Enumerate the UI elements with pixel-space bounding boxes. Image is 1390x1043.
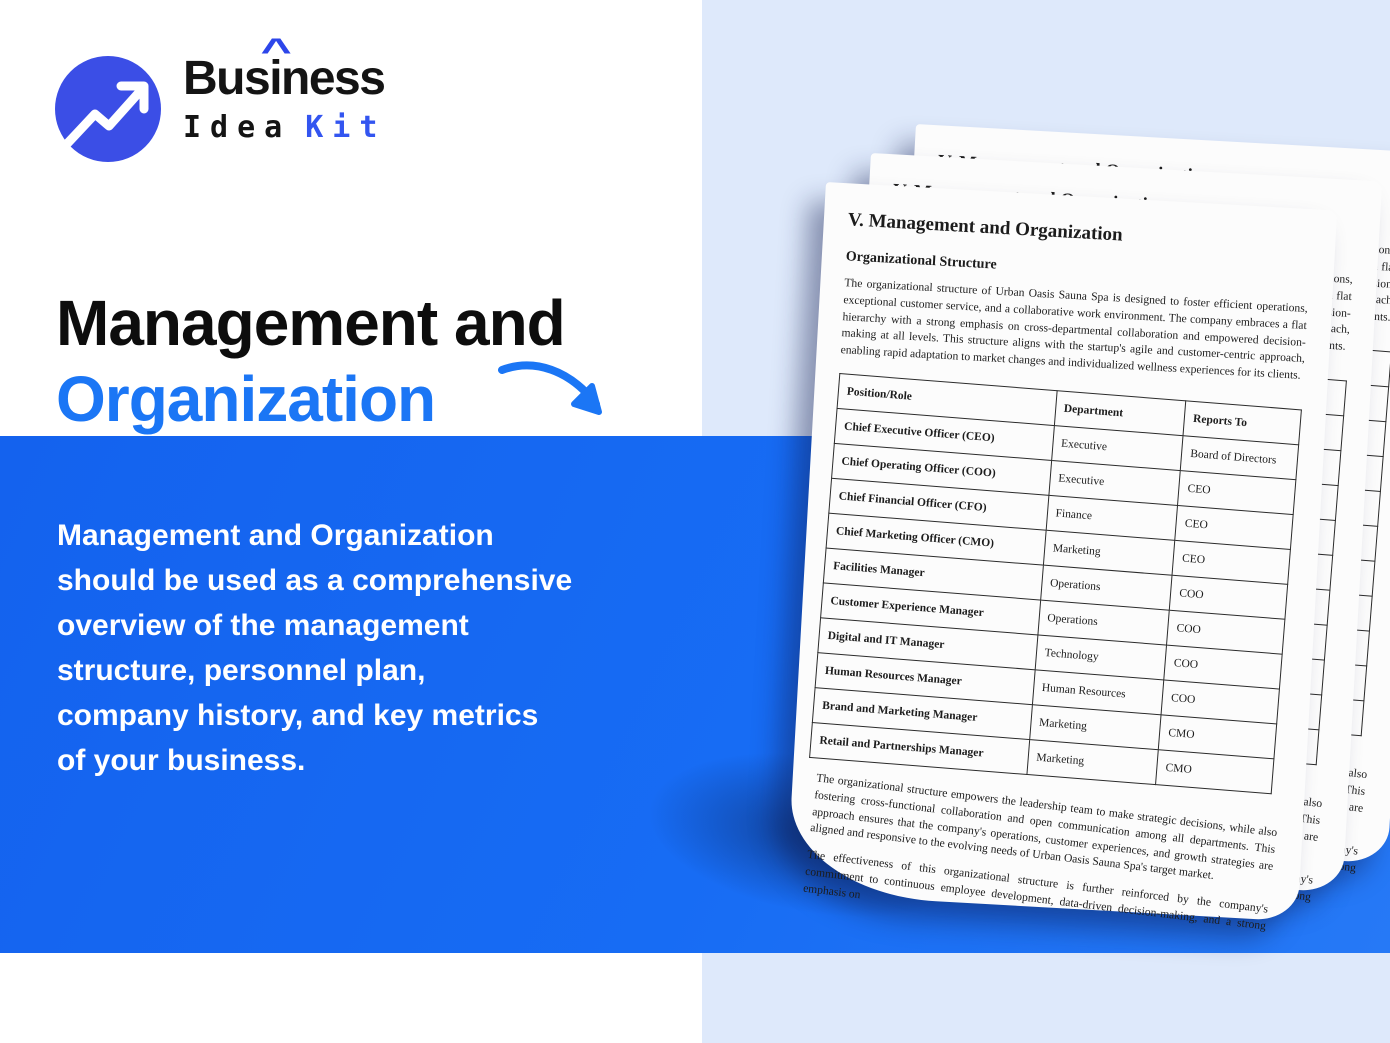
logo-trend-arrow-icon xyxy=(55,56,161,162)
doc-intro-paragraph: The organizational structure of Urban Oa… xyxy=(840,276,1309,382)
doc-page-front: V. Management and Organization Organizat… xyxy=(786,182,1338,932)
brand-kit: Kit xyxy=(305,110,387,145)
brand-subname: Idea Kit xyxy=(183,110,603,145)
page-title: Management and Organization xyxy=(56,285,566,437)
brand-idea: Idea xyxy=(183,110,292,145)
description-text: Management and Organization should be us… xyxy=(57,519,573,777)
brand-name: Bus ^ iness xyxy=(183,32,386,105)
brand-text: Bus ^ iness Idea Kit xyxy=(183,32,603,145)
doc-title: V. Management and Organization xyxy=(847,209,1124,246)
page-title-line1: Management and xyxy=(56,286,566,359)
doc-page-content: V. Management and Organization Organizat… xyxy=(786,182,1337,932)
page-title-line2: Organization xyxy=(56,362,436,435)
swoosh-arrow-icon xyxy=(498,361,602,415)
circumflex-accent: ^ xyxy=(260,32,292,71)
